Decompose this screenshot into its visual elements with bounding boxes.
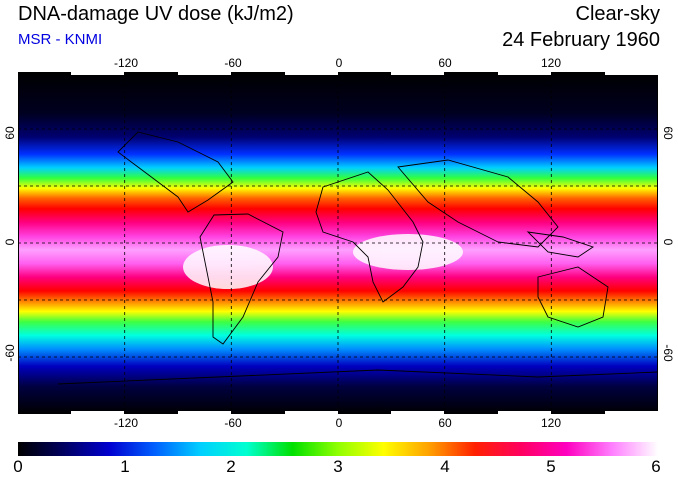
- colorbar-tick-5: 5: [546, 457, 556, 476]
- map-source: MSR - KNMI: [18, 31, 103, 48]
- south-america-peak: [183, 245, 273, 289]
- asia-coast: [397, 159, 559, 248]
- colorbar-tick-4: 4: [440, 457, 450, 476]
- frame-bar-bottom-1: [71, 411, 124, 414]
- lon-tick-top-120w: -120: [113, 56, 139, 70]
- lon-tick-bottom-120e: 120: [540, 416, 562, 430]
- frame-bar-top-6: [605, 72, 658, 75]
- lat-tick-right-60s: -60: [661, 344, 675, 362]
- lat-tick-right-60n: 60: [661, 126, 675, 140]
- frame-bar-bottom-6: [605, 411, 658, 414]
- coastlines: [57, 131, 658, 385]
- lat-tick-left-60n: 60: [3, 126, 17, 140]
- uv-dose-map: [18, 72, 658, 414]
- frame-bar-top-2: [178, 72, 231, 75]
- graticule: [18, 72, 658, 414]
- frame-bar-bottom-5: [498, 411, 551, 414]
- colorbar-tick-6: 6: [651, 457, 661, 476]
- africa-coast: [315, 171, 424, 303]
- frame-bar-top-3: [285, 72, 338, 75]
- map-title: DNA-damage UV dose (kJ/m2): [18, 3, 294, 25]
- lon-tick-bottom-0: 0: [335, 416, 343, 430]
- north-america-coast: [117, 131, 234, 213]
- frame-bar-bottom-3: [285, 411, 338, 414]
- colorbar: [18, 442, 658, 456]
- lon-tick-top-60e: 60: [438, 56, 452, 70]
- australia-coast: [537, 266, 609, 328]
- frame-scale-bars: [71, 72, 658, 414]
- sky-condition: Clear-sky: [575, 3, 660, 25]
- map-date: 24 February 1960: [502, 29, 660, 51]
- antarctica-coast: [57, 369, 658, 385]
- colorbar-tick-1: 1: [120, 457, 130, 476]
- lon-tick-top-0: 0: [335, 56, 343, 70]
- frame-bar-bottom-4: [391, 411, 444, 414]
- lat-tick-right-0: 0: [661, 238, 675, 246]
- lat-tick-left-0: 0: [3, 238, 17, 246]
- colorbar-tick-3: 3: [333, 457, 343, 476]
- frame-bar-bottom-2: [178, 411, 231, 414]
- south-america-coast: [199, 213, 284, 345]
- lon-tick-top-120e: 120: [540, 56, 562, 70]
- lon-tick-bottom-120w: -120: [113, 416, 139, 430]
- colorbar-tick-2: 2: [226, 457, 236, 476]
- colorbar-tick-0: 0: [13, 457, 23, 476]
- lon-tick-top-60w: -60: [224, 56, 242, 70]
- colorbar-gradient: [18, 442, 658, 456]
- maritime-continent-coast: [526, 231, 595, 258]
- frame-bar-top-5: [498, 72, 551, 75]
- lon-tick-bottom-60e: 60: [438, 416, 452, 430]
- lon-tick-bottom-60w: -60: [224, 416, 242, 430]
- lat-tick-left-60s: -60: [3, 344, 17, 362]
- frame-bar-top-1: [71, 72, 124, 75]
- frame-bar-top-4: [391, 72, 444, 75]
